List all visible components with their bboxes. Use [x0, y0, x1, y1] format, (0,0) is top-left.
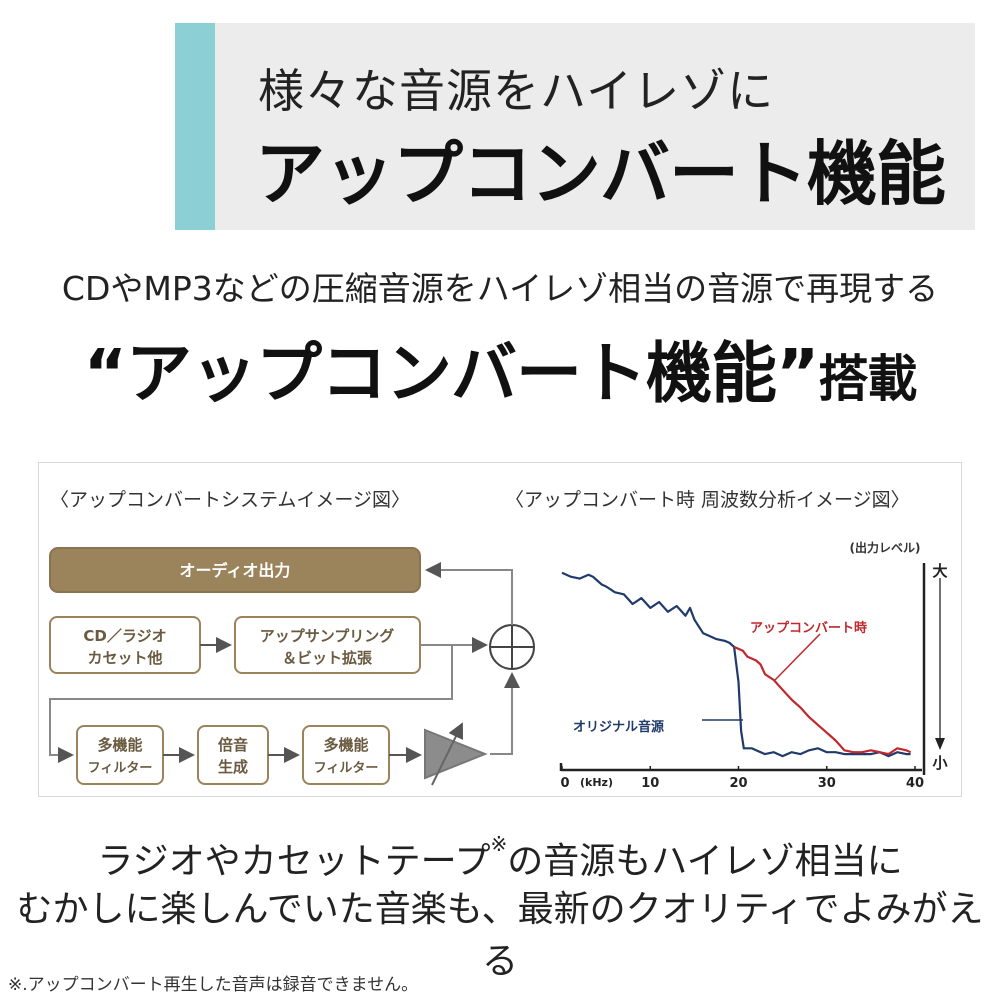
chart-caption: 〈アップコンバート時 周波数分析イメージ図〉 — [505, 489, 910, 511]
header-box — [215, 23, 975, 230]
tagline-line-1b: の音源もハイレゾ相当に — [507, 841, 903, 882]
header-accent-bar — [175, 23, 215, 230]
header-title: アップコンバート機能 — [255, 133, 946, 215]
system-diagram-caption: 〈アップコンバートシステムイメージ図〉 — [50, 489, 411, 511]
headline: “アップコンバート機能”搭載 — [0, 320, 1000, 416]
footnote-mark: ※ — [490, 832, 508, 856]
tagline-line-2: むかしに楽しんでいた音楽も、最新のクオリティでよみがえる — [16, 889, 984, 982]
footnote: ※.アップコンバート再生した音声は録音できません。 — [8, 975, 419, 995]
tagline-line-1: ラジオやカセットテープ※の音源もハイレゾ相当に — [0, 832, 1000, 884]
tagline-line-1a: ラジオやカセットテープ — [97, 841, 491, 882]
diagram-panel — [38, 462, 962, 797]
headline-main: “アップコンバート機能” — [83, 335, 820, 412]
headline-suffix: 搭載 — [818, 350, 917, 408]
header-subtitle: 様々な音源をハイレゾに — [258, 64, 775, 118]
lead-text: CDやMP3などの圧縮音源をハイレゾ相当の音源で再現する — [61, 269, 939, 308]
